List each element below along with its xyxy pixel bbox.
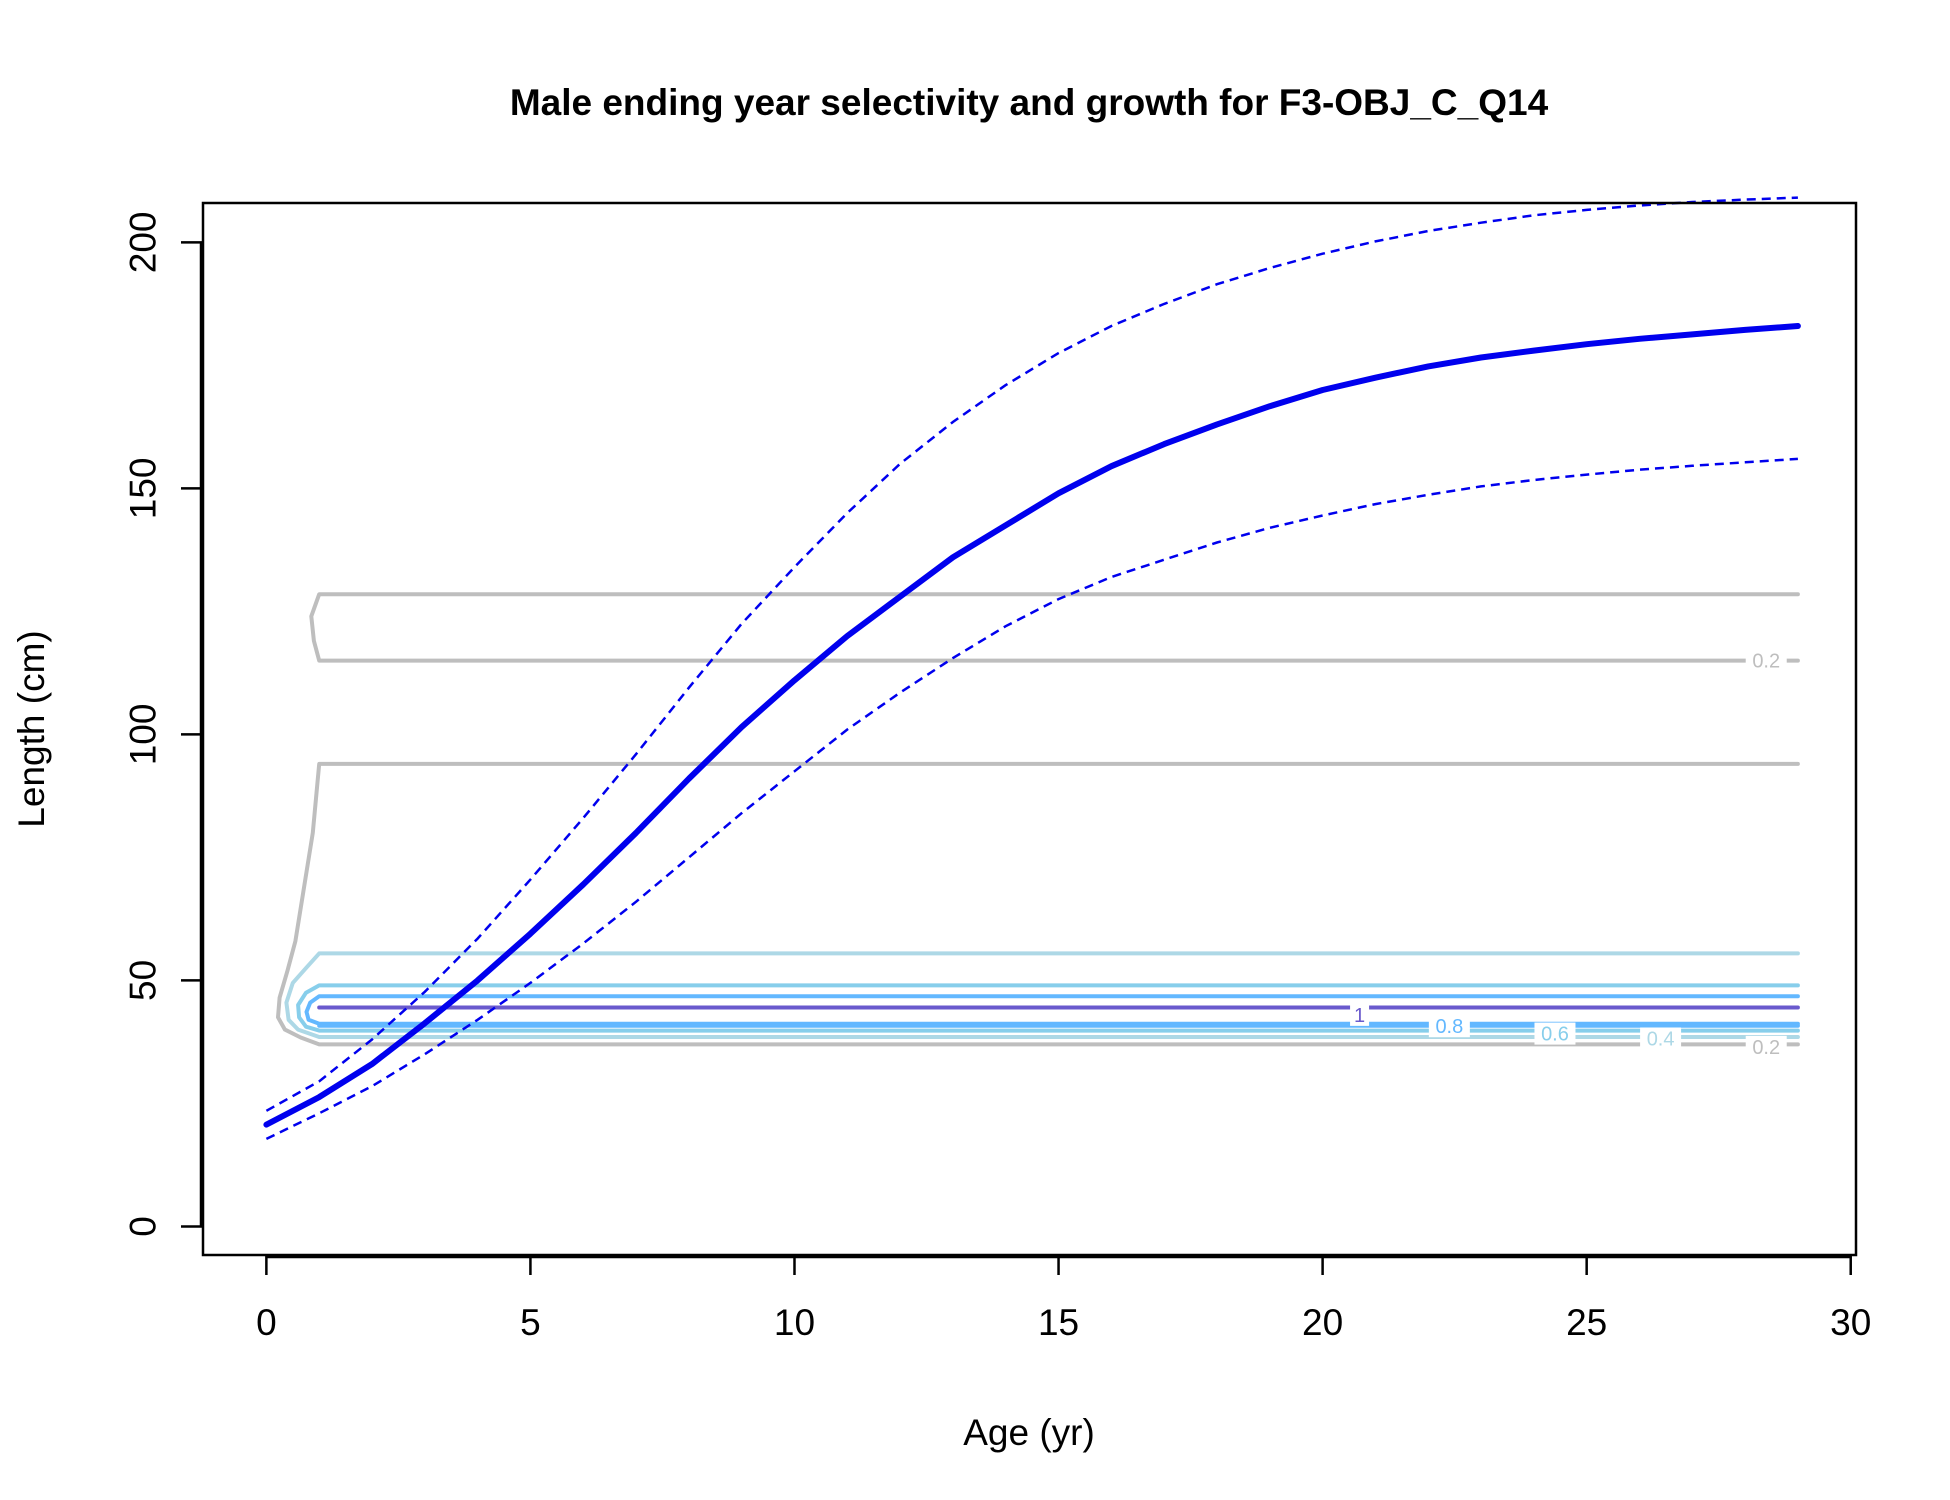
x-tick-label: 30: [1830, 1302, 1871, 1343]
contour-label-bg: [1640, 1027, 1682, 1050]
contour-label: 0.4: [1647, 1028, 1675, 1050]
y-tick-label: 50: [123, 960, 164, 1001]
y-tick-label: 0: [123, 1216, 164, 1237]
contour-label: 0.2: [1752, 651, 1780, 673]
contour-label: 0.6: [1541, 1024, 1569, 1046]
x-tick-label: 25: [1566, 1302, 1607, 1343]
growth-lower-interval: [265, 457, 1798, 1141]
x-tick-label: 10: [774, 1302, 815, 1343]
contour-labels: 0.2 0.2 0.4 0.6 0.8 1: [1350, 649, 1787, 1059]
growth-upper-interval: [265, 196, 1798, 1112]
selectivity-contours: [276, 592, 1800, 1047]
contour-label: 1: [1354, 1005, 1365, 1027]
contour-label: 0.8: [1435, 1016, 1463, 1038]
x-tick-label: 0: [256, 1302, 277, 1343]
contour-label-bg: [1745, 649, 1787, 672]
contour-0.8: [304, 994, 1800, 1026]
contour-0.2-upper-band: [309, 592, 1800, 663]
x-axis: 0 5 10 15 20 25 30: [256, 1255, 1871, 1343]
growth-curves: [263, 196, 1801, 1141]
y-tick-label: 150: [123, 458, 164, 520]
x-tick-label: 20: [1302, 1302, 1343, 1343]
contour-0.4: [284, 951, 1800, 1039]
x-tick-label: 15: [1038, 1302, 1079, 1343]
contour-label: 0.2: [1752, 1037, 1780, 1059]
contour-0.6: [296, 983, 1800, 1033]
y-axis: 0 50 100 150 200: [123, 211, 203, 1237]
y-tick-label: 100: [123, 704, 164, 766]
contour-0.2-main: [276, 761, 1800, 1047]
contour-label-bg: [1534, 1022, 1576, 1045]
x-tick-label: 5: [520, 1302, 541, 1343]
x-axis-label: Age (yr): [963, 1412, 1095, 1453]
chart-title: Male ending year selectivity and growth …: [510, 82, 1549, 123]
y-axis-label: Length (cm): [11, 630, 52, 827]
contour-label-bg: [1745, 1035, 1787, 1058]
contour-label-bg: [1350, 1003, 1370, 1026]
plot-frame: [201, 201, 1858, 1257]
y-tick-label: 200: [123, 211, 164, 273]
contour-label-bg: [1428, 1015, 1470, 1038]
growth-mean-curve: [263, 323, 1801, 1128]
